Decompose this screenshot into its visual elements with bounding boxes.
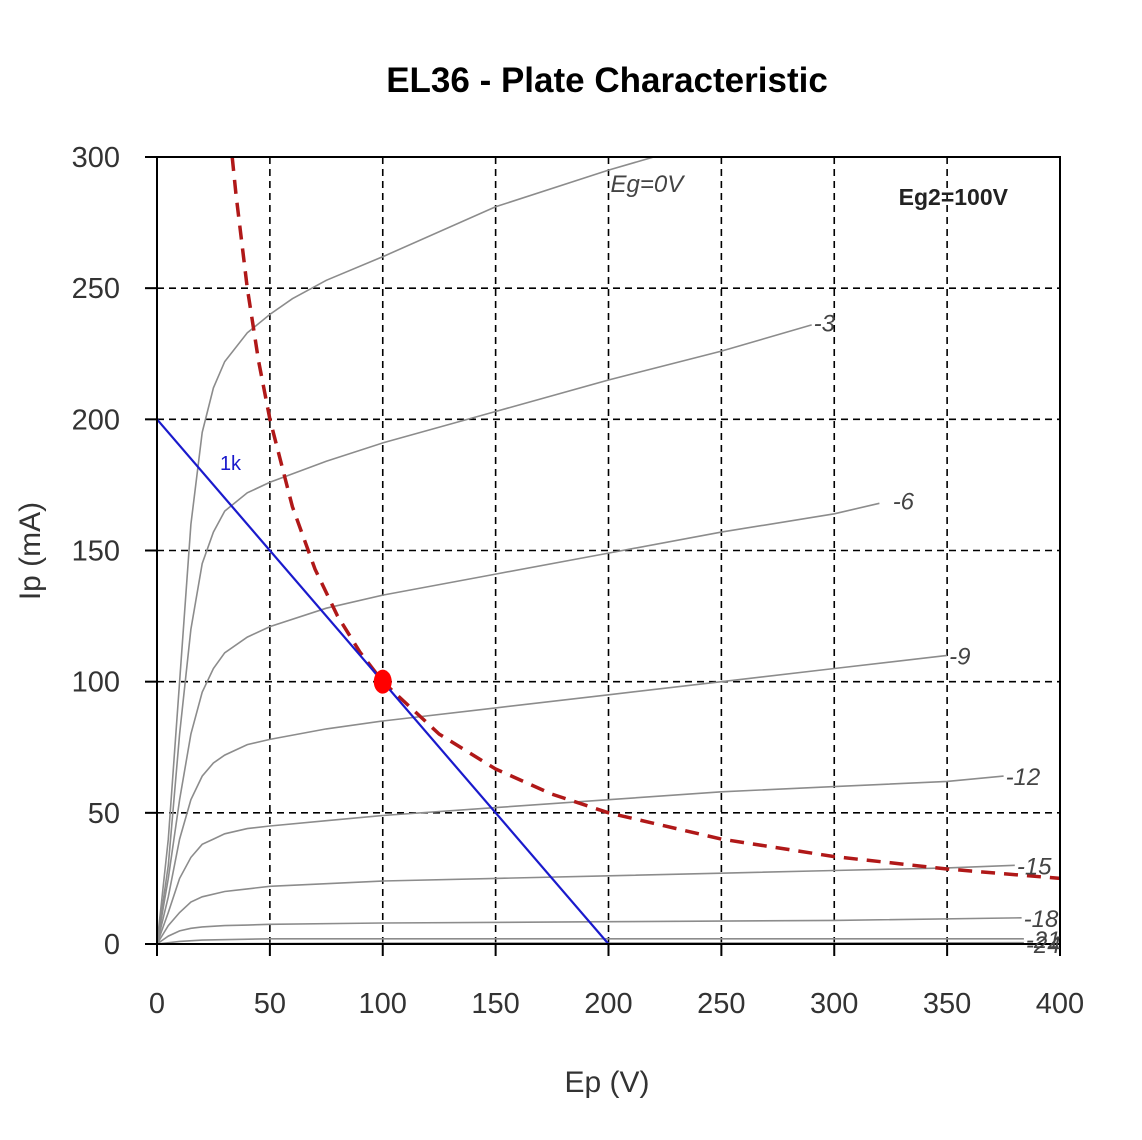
y-tick-label: 0 — [104, 929, 120, 961]
curve-label: -21 — [1026, 927, 1061, 954]
screen-voltage-note: Eg2=100V — [899, 184, 1009, 210]
curve-label: -6 — [893, 489, 915, 516]
curve-label: -12 — [1006, 764, 1041, 791]
x-tick-label: 50 — [254, 988, 286, 1020]
plate-curve — [156, 938, 1024, 945]
x-axis-label: Ep (V) — [564, 1066, 649, 1099]
curve-label: -9 — [949, 643, 970, 670]
x-tick-label: 150 — [471, 988, 519, 1020]
y-tick-label: 100 — [72, 667, 120, 699]
plate-curve — [156, 502, 880, 945]
operating-point-marker — [373, 669, 392, 694]
curve-label: -15 — [1017, 853, 1052, 880]
plate-curve — [156, 156, 654, 945]
plate-curve — [156, 775, 1004, 945]
x-tick-label: 0 — [149, 988, 165, 1020]
plate-curve — [156, 917, 1022, 945]
y-tick-label: 150 — [72, 536, 120, 568]
x-tick-label: 300 — [810, 988, 858, 1020]
max-dissipation-curve — [230, 156, 1061, 881]
curve-label: Eg=0V — [611, 171, 686, 198]
curve-label: -24 — [1026, 932, 1061, 959]
axis-ticks: 0 50 100 150 200 250 300 350 400 0 50 100 150 200 250 3… — [72, 142, 1085, 1020]
y-tick-label: 250 — [72, 273, 120, 305]
overlay-lines: 1k — [156, 156, 1061, 945]
x-tick-label: 350 — [923, 988, 971, 1020]
y-tick-label: 50 — [88, 798, 120, 830]
grid — [157, 157, 1060, 944]
plate-curve — [156, 864, 1015, 945]
curve-label: -18 — [1024, 906, 1059, 933]
x-tick-label: 200 — [584, 988, 632, 1020]
load-line-label: 1k — [220, 453, 242, 475]
y-tick-label: 200 — [72, 404, 120, 436]
y-axis-label: Ip (mA) — [14, 502, 47, 600]
x-tick-label: 250 — [697, 988, 745, 1020]
x-tick-label: 400 — [1036, 988, 1084, 1020]
y-tick-label: 300 — [72, 142, 120, 174]
curve-label: -3 — [814, 310, 836, 337]
chart-title: EL36 - Plate Characteristic — [386, 61, 828, 100]
plate-curve — [156, 324, 812, 945]
curve-labels: Eg=0V -3 -6 -9 -12 -15 -18-21-24 — [611, 171, 1061, 959]
x-tick-label: 100 — [359, 988, 407, 1020]
plate-curve — [156, 654, 948, 945]
